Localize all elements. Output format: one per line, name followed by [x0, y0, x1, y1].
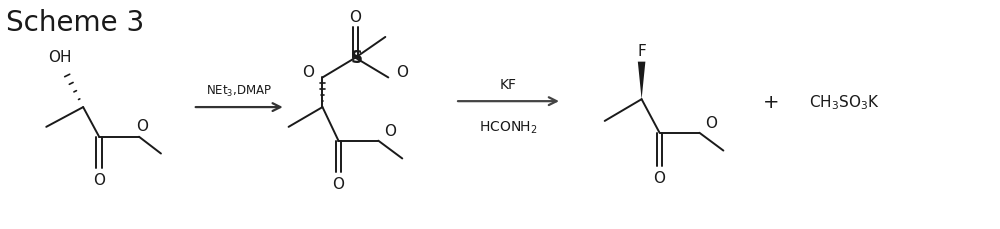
- Text: +: +: [763, 92, 779, 111]
- Text: O: O: [384, 124, 396, 139]
- Polygon shape: [638, 62, 645, 100]
- Text: O: O: [332, 176, 344, 191]
- Text: O: O: [705, 116, 717, 131]
- Text: O: O: [303, 65, 315, 80]
- Text: F: F: [637, 44, 646, 59]
- Text: O: O: [93, 172, 105, 187]
- Text: OH: OH: [48, 50, 72, 65]
- Text: Scheme 3: Scheme 3: [6, 9, 145, 37]
- Text: O: O: [136, 119, 148, 134]
- Text: NEt$_3$,DMAP: NEt$_3$,DMAP: [206, 84, 272, 99]
- Text: CH$_3$SO$_3$K: CH$_3$SO$_3$K: [809, 93, 880, 111]
- Text: HCONH$_2$: HCONH$_2$: [479, 119, 538, 136]
- Text: KF: KF: [500, 78, 517, 92]
- Text: O: O: [654, 170, 666, 185]
- Text: O: O: [349, 10, 361, 25]
- Text: O: O: [396, 65, 408, 80]
- Text: S: S: [350, 49, 362, 66]
